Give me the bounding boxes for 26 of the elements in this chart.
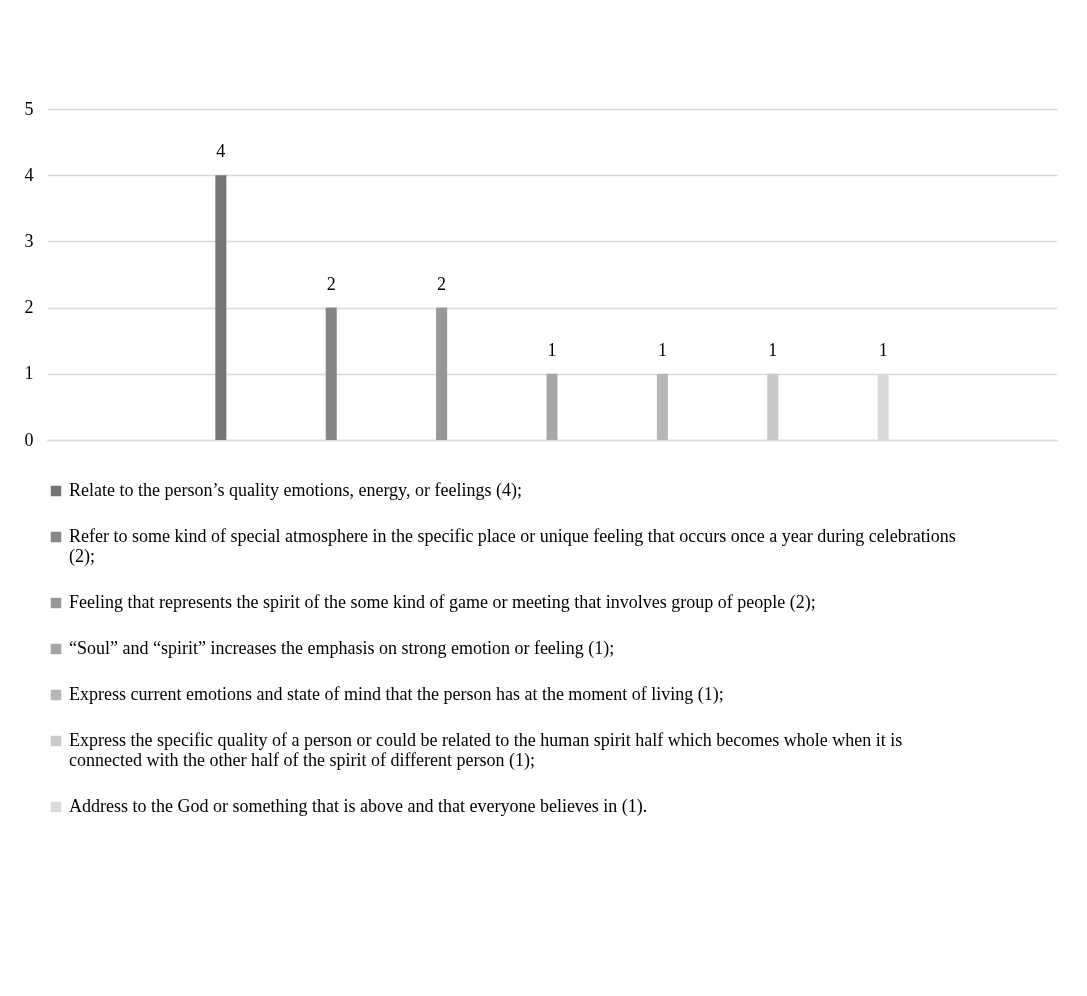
data-label: 4 xyxy=(216,141,226,162)
legend-label: “Soul” and “spirit” increases the emphasis on strong emotion or feeling (1); xyxy=(69,638,615,659)
y-tick-label: 2 xyxy=(24,297,34,318)
data-label: 2 xyxy=(437,273,447,294)
data-label: 1 xyxy=(657,339,667,360)
y-tick-label: 0 xyxy=(24,429,34,450)
y-tick-label: 5 xyxy=(24,98,34,119)
data-label: 1 xyxy=(768,339,778,360)
y-tick-label: 4 xyxy=(24,164,34,185)
legend-label: Express the specific quality of a person or could be related to the human spirit half which becomes whole when it is connected with the other half of the spirit of different person (1); xyxy=(69,730,903,771)
legend-label: Relate to the person’s quality emotions, energy, or feelings (4); xyxy=(69,480,522,501)
bar xyxy=(436,307,448,440)
bar xyxy=(325,307,337,440)
bar xyxy=(215,175,227,440)
y-tick-label: 1 xyxy=(24,363,34,384)
bar xyxy=(656,373,668,440)
bar xyxy=(546,373,558,440)
legend-label: Refer to some kind of special atmosphere in the specific place or unique feeling that occurs once a year during celebrations (2); xyxy=(69,526,956,567)
data-label: 2 xyxy=(326,273,336,294)
data-label: 1 xyxy=(878,339,888,360)
y-tick-label: 3 xyxy=(24,230,34,251)
legend-label: Address to the God or something that is above and that everyone believes in (1). xyxy=(69,796,648,817)
legend-label: Express current emotions and state of mind that the person has at the moment of living (1); xyxy=(69,684,724,705)
legend-label: Feeling that represents the spirit of the some kind of game or meeting that involves group of people (2); xyxy=(69,592,816,613)
data-label: 1 xyxy=(547,339,557,360)
bar xyxy=(767,373,779,440)
